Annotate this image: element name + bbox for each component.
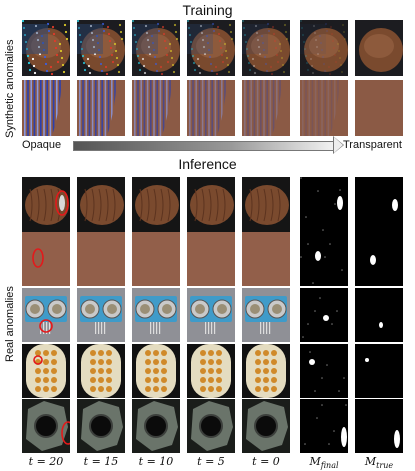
inference-carpet-tile <box>132 232 180 286</box>
training-title: Training <box>182 2 233 18</box>
training-hazelnut-tile <box>355 20 403 76</box>
col-label-t10: t = 10 <box>138 455 174 468</box>
inference-metal-nut-tile <box>132 399 180 453</box>
mask-final-tile <box>300 177 348 232</box>
training-carpet-tile <box>187 80 235 136</box>
mask-true-tile <box>355 399 403 453</box>
training-hazelnut-tile <box>22 20 70 76</box>
m-true-subscript: true <box>376 461 394 471</box>
mask-true-tile <box>355 344 403 398</box>
inference-carpet-tile <box>242 232 290 286</box>
inference-hazelnut-tile <box>242 177 290 232</box>
inference-pcb-tile <box>132 288 180 342</box>
synthetic-anomalies-label: Synthetic anomalies <box>4 39 16 138</box>
inference-metal-nut-tile <box>187 399 235 453</box>
inference-pcb-tile <box>77 288 125 342</box>
mask-true-tile <box>355 177 403 232</box>
training-hazelnut-tile <box>300 20 348 76</box>
col-label-t20: t = 20 <box>28 455 64 468</box>
gradient-arrow-head <box>334 137 343 153</box>
inference-title: Inference <box>178 156 237 172</box>
inference-carpet-tile <box>187 232 235 286</box>
mask-final-tile <box>300 344 348 398</box>
training-hazelnut-tile <box>132 20 180 76</box>
training-carpet-tile <box>132 80 180 136</box>
training-carpet-tile <box>77 80 125 136</box>
inference-capsules-tile <box>22 344 70 398</box>
inference-pcb-tile <box>22 288 70 342</box>
col-label-m-true: Mtrue <box>364 455 394 471</box>
anomaly-highlight-ellipse <box>39 319 53 333</box>
real-anomalies-label: Real anomalies <box>4 286 16 362</box>
anomaly-highlight-ellipse <box>61 421 70 445</box>
inference-metal-nut-tile <box>22 399 70 453</box>
transparent-label: Transparent <box>343 139 402 151</box>
training-carpet-tile <box>22 80 70 136</box>
inference-capsules-tile <box>242 344 290 398</box>
inference-hazelnut-tile <box>22 177 70 232</box>
inference-carpet-tile <box>22 232 70 286</box>
mask-true-tile <box>355 232 403 286</box>
mask-true-tile <box>355 288 403 342</box>
training-hazelnut-tile <box>187 20 235 76</box>
training-hazelnut-tile <box>242 20 290 76</box>
m-final-subscript: final <box>320 461 339 471</box>
col-label-t15: t = 15 <box>83 455 119 468</box>
inference-capsules-tile <box>132 344 180 398</box>
opaque-label: Opaque <box>22 139 62 151</box>
inference-metal-nut-tile <box>77 399 125 453</box>
training-hazelnut-tile <box>77 20 125 76</box>
anomaly-highlight-ellipse <box>32 248 44 268</box>
training-carpet-tile <box>242 80 290 136</box>
training-carpet-tile <box>355 80 403 136</box>
col-label-m-final: Mfinal <box>309 455 339 471</box>
transparency-gradient-bar <box>73 141 337 151</box>
col-label-t0: t = 0 <box>252 455 280 468</box>
inference-hazelnut-tile <box>77 177 125 232</box>
anomaly-highlight-ellipse <box>33 355 43 365</box>
inference-pcb-tile <box>242 288 290 342</box>
inference-metal-nut-tile <box>242 399 290 453</box>
inference-hazelnut-tile <box>132 177 180 232</box>
anomaly-highlight-ellipse <box>55 190 69 216</box>
inference-capsules-tile <box>77 344 125 398</box>
mask-final-tile <box>300 399 348 453</box>
mask-final-tile <box>300 288 348 342</box>
inference-pcb-tile <box>187 288 235 342</box>
col-label-t5: t = 5 <box>197 455 225 468</box>
inference-carpet-tile <box>77 232 125 286</box>
mask-final-tile <box>300 232 348 286</box>
inference-hazelnut-tile <box>187 177 235 232</box>
training-carpet-tile <box>300 80 348 136</box>
inference-capsules-tile <box>187 344 235 398</box>
